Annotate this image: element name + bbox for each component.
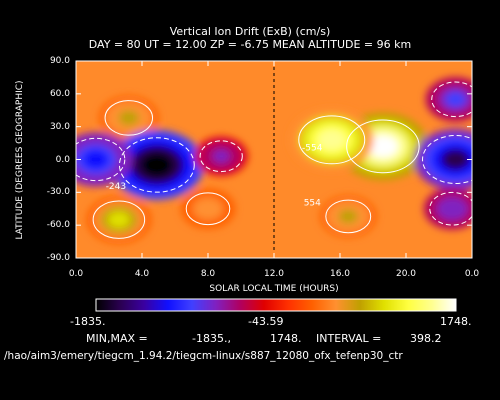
y-tick-label: 60.0 [49,88,70,99]
x-tick-label: 8.0 [200,269,216,279]
high-contour-3 [104,100,154,136]
x-tick-label: 16.0 [329,269,351,279]
x-tick-label: 12.0 [263,269,285,279]
colorbar-max-label: 1748. [440,315,472,328]
high-contour-5 [185,192,231,226]
low-contour-9 [199,140,243,173]
high-contour-4 [325,199,372,234]
high-contour-1 [298,115,366,165]
y-tick-label: -30.0 [46,187,70,198]
low-cell-8-ring-3 [83,150,109,169]
low-cell-9-ring-3 [212,149,231,163]
high-cell-5-ring-3 [198,201,218,216]
x-tick-label: 20.0 [395,269,417,279]
y-tick-label: 90.0 [49,56,70,66]
low-contour-11 [429,191,472,226]
x-tick-label: 0.0 [464,269,480,279]
x-tick-label: 4.0 [134,269,150,279]
minmax-label: MIN,MAX = [86,332,148,345]
contour-label: 554 [304,198,321,208]
y-tick-label: 0.0 [55,154,70,165]
colorbar-mid-label: -43.59 [248,315,284,328]
low-cell-10-ring-3 [445,91,466,107]
chart-title: Vertical Ion Drift (ExB) (cm/s) [169,25,331,38]
low-contour-7 [422,135,472,184]
low-contour-6 [118,137,195,193]
colorbar-min-label: -1835. [70,315,106,328]
high-cell-4-ring-3 [338,209,358,224]
high-cell-3-ring-3 [118,110,140,126]
contour-label: -554 [302,144,323,154]
low-contour-10 [431,81,472,118]
high-contour-2 [92,200,146,239]
min-value: -1835., [192,332,231,345]
y-tick-label: -90.0 [46,253,70,263]
chart-subtitle: DAY = 80 UT = 12.00 ZP = -6.75 MEAN ALTI… [88,38,412,51]
low-cell-7-ring-3 [441,149,470,170]
high-cell-0-ring-3 [367,134,399,158]
interval-value: 398.2 [410,332,442,345]
y-tick-label: 30.0 [49,121,70,132]
y-axis-label: LATITUDE (DEGREES GEOGRAPHIC) [15,80,25,239]
run-path: /hao/aim3/emery/tiegcm_1.94.2/tiegcm-lin… [4,350,403,362]
high-contour-0 [346,119,420,174]
heatmap-field [76,61,472,258]
y-tick-label: -60.0 [46,220,70,231]
low-contour-8 [76,137,126,182]
contour-label: -243 [106,182,126,192]
low-cell-6-ring-3 [140,153,173,177]
interval-label: INTERVAL = [316,332,382,345]
high-cell-1-ring-3 [317,129,346,151]
colorbar [95,298,457,312]
max-value: 1748. [270,332,302,345]
x-axis-label: SOLAR LOCAL TIME (HOURS) [209,284,339,294]
low-cell-11-ring-3 [442,201,462,216]
high-cell-2-ring-3 [107,211,130,228]
x-tick-label: 0.0 [68,269,84,279]
